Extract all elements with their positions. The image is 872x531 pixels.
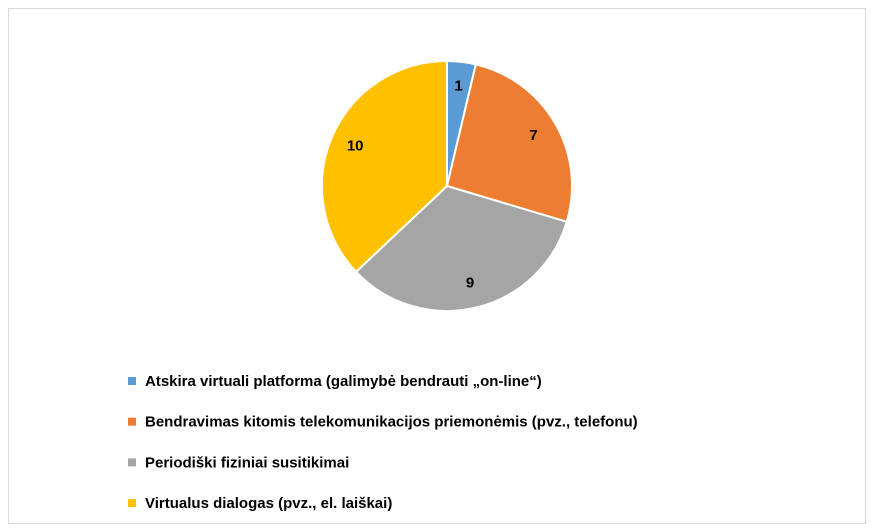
pie-slice xyxy=(445,63,573,224)
legend-label: Bendravimas kitomis telekomunikacijos pr… xyxy=(145,414,638,431)
legend-label: Virtualus dialogas (pvz., el. laiškai) xyxy=(145,495,392,512)
data-label: 7 xyxy=(529,127,537,144)
pie-slice xyxy=(321,59,448,274)
pie-slice xyxy=(354,184,568,312)
data-label: 1 xyxy=(454,78,462,95)
legend-label: Periodiški fiziniai susitikimai xyxy=(145,454,349,471)
legend-marker xyxy=(128,417,136,426)
legend-marker xyxy=(128,499,136,508)
data-label: 10 xyxy=(347,137,364,154)
data-label: 9 xyxy=(466,274,474,291)
legend-marker xyxy=(128,458,136,467)
legend-marker xyxy=(128,377,136,385)
legend-label: Atskira virtuali platforma (galimybė ben… xyxy=(145,373,542,390)
